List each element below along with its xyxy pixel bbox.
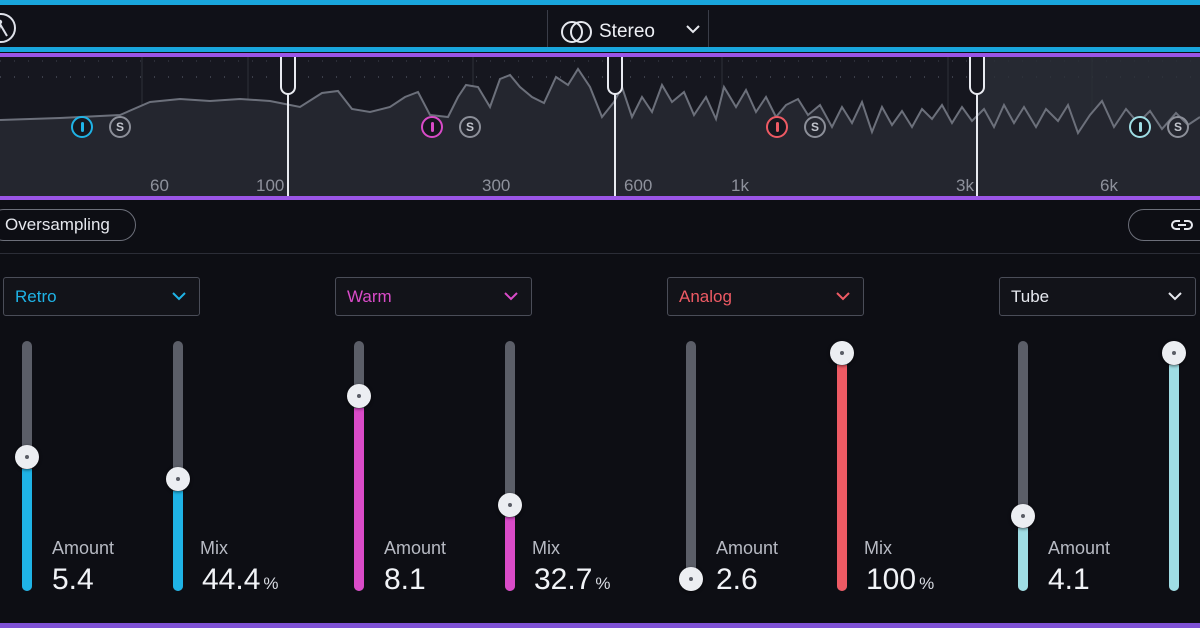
amount-slider[interactable] xyxy=(339,341,379,591)
amount-value[interactable]: 2.6 xyxy=(716,563,758,596)
style-select-label: Analog xyxy=(679,287,732,306)
mix-value: 32.7 xyxy=(534,563,593,596)
amount-label: Amount xyxy=(52,538,115,558)
mix-value-group[interactable]: 100% xyxy=(866,563,934,597)
slider-fill xyxy=(505,517,515,591)
amount-label: Amount xyxy=(716,538,779,558)
mix-slider[interactable] xyxy=(1154,341,1194,591)
mix-slider[interactable] xyxy=(822,341,862,591)
chevron-down-icon xyxy=(504,292,518,301)
link-icon xyxy=(1171,220,1193,230)
chevron-down-icon xyxy=(686,25,700,34)
crossover-handle-2[interactable] xyxy=(607,57,623,95)
top-bar: Stereo xyxy=(0,0,1200,52)
slider-thumb[interactable] xyxy=(830,341,854,365)
slider-thumb[interactable] xyxy=(15,444,39,469)
mix-value-group[interactable]: 44.4% xyxy=(202,563,279,597)
slider-fill xyxy=(1169,365,1179,591)
crossover-handle-1[interactable] xyxy=(280,57,296,95)
band-panel: Analog Amount 2.6 Mix 100% xyxy=(667,254,997,628)
amount-label: Amount xyxy=(384,538,447,558)
chevron-down-icon xyxy=(1168,292,1182,301)
spectrum-display[interactable]: 60 100 300 600 1k 3k 6k S S S S xyxy=(0,53,1200,200)
band-4-solo-button[interactable]: S xyxy=(1167,116,1189,138)
freq-label: 3k xyxy=(956,176,974,195)
slider-fill xyxy=(354,407,364,591)
slider-fill xyxy=(837,365,847,591)
mix-label: Mix xyxy=(864,538,892,558)
style-select[interactable]: Retro xyxy=(3,277,200,316)
band-3-solo-button[interactable]: S xyxy=(804,116,826,138)
mix-value-group[interactable]: 32.7% xyxy=(534,563,611,597)
style-select[interactable]: Tube xyxy=(999,277,1196,316)
freq-label: 100 xyxy=(256,176,285,195)
logo-icon xyxy=(0,19,8,37)
amount-value[interactable]: 4.1 xyxy=(1048,563,1090,596)
bottom-accent xyxy=(0,623,1200,628)
amount-slider[interactable] xyxy=(7,341,47,591)
mix-value: 44.4 xyxy=(202,563,261,596)
options-row: Oversampling xyxy=(0,200,1200,254)
channel-mode-label: Stereo xyxy=(599,21,655,42)
amount-slider[interactable] xyxy=(1003,341,1043,591)
band-panel: Warm Amount 8.1 Mix 32.7% xyxy=(335,254,665,628)
style-select-label: Tube xyxy=(1011,287,1050,306)
ozone-logo-button[interactable] xyxy=(0,13,16,43)
mix-label: Mix xyxy=(532,538,560,558)
mix-value: 100 xyxy=(866,563,917,596)
band-4-bypass-toggle[interactable] xyxy=(1129,116,1151,138)
slider-track xyxy=(505,341,515,591)
freq-label: 6k xyxy=(1100,176,1118,195)
band-2-bypass-toggle[interactable] xyxy=(421,116,443,138)
amount-slider[interactable] xyxy=(671,341,711,591)
chevron-down-icon xyxy=(836,292,850,301)
band-3-bypass-toggle[interactable] xyxy=(766,116,788,138)
slider-thumb[interactable] xyxy=(1011,503,1035,528)
spectrum-graph xyxy=(0,57,1200,196)
mix-slider[interactable] xyxy=(490,341,530,591)
band-1-solo-button[interactable]: S xyxy=(109,116,131,138)
stereo-rings-icon xyxy=(561,21,592,43)
band-2-solo-button[interactable]: S xyxy=(459,116,481,138)
band-panel: Tube Amount 4.1 xyxy=(999,254,1200,628)
band-1-bypass-toggle[interactable] xyxy=(71,116,93,138)
channel-mode-select[interactable]: Stereo xyxy=(547,10,709,52)
mix-unit: % xyxy=(595,574,611,593)
freq-label: 1k xyxy=(731,176,749,195)
crossover-handle-3[interactable] xyxy=(969,57,985,95)
freq-label: 300 xyxy=(482,176,511,195)
amount-value[interactable]: 8.1 xyxy=(384,563,426,596)
slider-track xyxy=(686,341,696,591)
chevron-down-icon xyxy=(172,292,186,301)
slider-thumb[interactable] xyxy=(166,466,190,491)
top-bar-accent xyxy=(0,47,1200,52)
style-select-label: Warm xyxy=(347,287,392,306)
slider-thumb[interactable] xyxy=(498,493,522,518)
freq-label: 600 xyxy=(624,176,653,195)
amount-value[interactable]: 5.4 xyxy=(52,563,94,596)
mix-label: Mix xyxy=(200,538,228,558)
mix-unit: % xyxy=(263,574,279,593)
slider-fill xyxy=(1018,527,1028,591)
link-bands-button[interactable] xyxy=(1128,209,1200,241)
amount-label: Amount xyxy=(1048,538,1111,558)
slider-fill xyxy=(22,468,32,591)
style-select-label: Retro xyxy=(15,287,57,306)
mix-slider[interactable] xyxy=(158,341,198,591)
freq-label: 60 xyxy=(150,176,169,195)
slider-track xyxy=(173,341,183,591)
slider-thumb[interactable] xyxy=(347,383,371,408)
style-select[interactable]: Warm xyxy=(335,277,532,316)
slider-thumb[interactable] xyxy=(679,567,703,591)
slider-thumb[interactable] xyxy=(1162,341,1186,365)
style-select[interactable]: Analog xyxy=(667,277,864,316)
slider-track xyxy=(1018,341,1028,591)
mix-unit: % xyxy=(919,574,935,593)
slider-fill xyxy=(173,490,183,591)
band-panel: Retro Amount 5.4 Mix 44.4% xyxy=(3,254,333,628)
oversampling-button[interactable]: Oversampling xyxy=(0,209,136,241)
